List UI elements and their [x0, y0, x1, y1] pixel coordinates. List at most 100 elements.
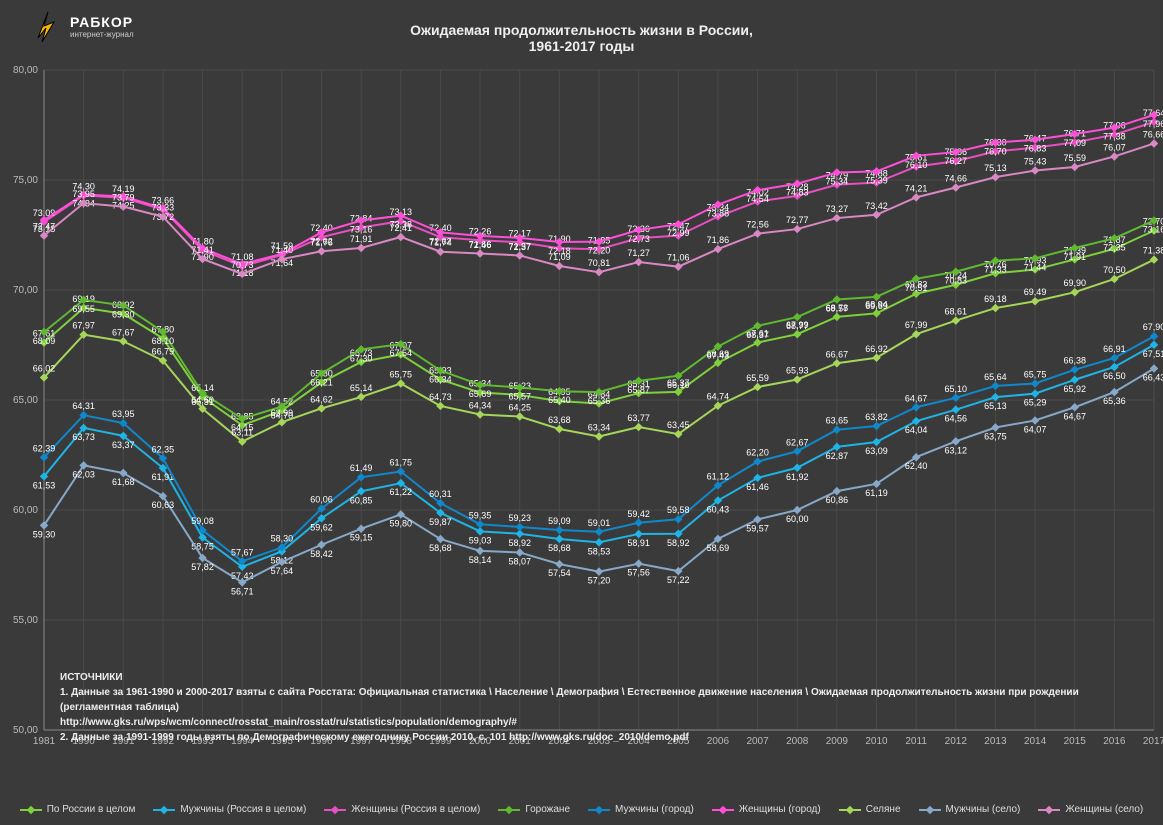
- svg-text:67,67: 67,67: [112, 327, 135, 337]
- legend-item: Женщины (село): [1038, 804, 1143, 815]
- svg-text:62,03: 62,03: [72, 469, 95, 479]
- svg-text:59,57: 59,57: [746, 523, 769, 533]
- legend-item: По России в целом: [20, 804, 136, 815]
- svg-text:74,66: 74,66: [945, 173, 968, 183]
- svg-text:73,95: 73,95: [72, 189, 95, 199]
- svg-text:72,35: 72,35: [1103, 242, 1126, 252]
- svg-text:59,08: 59,08: [191, 516, 214, 526]
- svg-text:57,56: 57,56: [627, 568, 650, 578]
- svg-text:59,01: 59,01: [588, 518, 611, 528]
- svg-text:66,67: 66,67: [826, 349, 849, 359]
- svg-text:65,59: 65,59: [746, 373, 769, 383]
- svg-text:59,23: 59,23: [508, 513, 531, 523]
- svg-text:77,38: 77,38: [1103, 132, 1126, 142]
- svg-text:59,42: 59,42: [627, 509, 650, 519]
- svg-text:72,77: 72,77: [786, 215, 809, 225]
- svg-text:73,27: 73,27: [826, 204, 849, 214]
- svg-text:70,50: 70,50: [1103, 265, 1126, 275]
- svg-text:58,68: 58,68: [548, 543, 571, 553]
- svg-text:61,68: 61,68: [112, 477, 135, 487]
- legend-item: Селяне: [839, 804, 901, 815]
- svg-text:67,30: 67,30: [350, 353, 373, 363]
- svg-text:63,37: 63,37: [112, 440, 135, 450]
- legend-swatch: [20, 809, 42, 811]
- svg-text:59,09: 59,09: [548, 516, 571, 526]
- svg-text:67,43: 67,43: [707, 351, 730, 361]
- svg-text:75,00: 75,00: [13, 175, 38, 186]
- svg-text:63,75: 63,75: [984, 432, 1007, 442]
- svg-text:62,20: 62,20: [746, 448, 769, 458]
- legend-swatch: [324, 809, 346, 811]
- svg-text:65,57: 65,57: [508, 391, 531, 401]
- svg-text:64,34: 64,34: [469, 401, 492, 411]
- svg-text:65,14: 65,14: [350, 383, 373, 393]
- svg-text:68,37: 68,37: [746, 330, 769, 340]
- svg-text:58,69: 58,69: [707, 543, 730, 553]
- svg-text:61,53: 61,53: [33, 480, 56, 490]
- svg-text:66,43: 66,43: [1143, 373, 1163, 383]
- svg-text:64,31: 64,31: [72, 401, 95, 411]
- svg-text:65,36: 65,36: [1103, 396, 1126, 406]
- svg-text:61,46: 61,46: [746, 482, 769, 492]
- sources-line: http://www.gks.ru/wps/wcm/connect/rossta…: [60, 715, 1120, 730]
- svg-text:71,91: 71,91: [350, 234, 373, 244]
- chart-container: РАБКОР интернет-журнал Ожидаемая продолж…: [0, 0, 1163, 825]
- svg-text:66,91: 66,91: [1103, 344, 1126, 354]
- sources-line: 2. Данные за 1991-1999 годы взяты по Дем…: [60, 730, 1120, 745]
- legend-item: Женщины (город): [712, 804, 821, 815]
- svg-text:60,06: 60,06: [310, 495, 333, 505]
- svg-text:65,10: 65,10: [945, 384, 968, 394]
- svg-text:76,70: 76,70: [984, 147, 1007, 157]
- svg-text:72,56: 72,56: [746, 220, 769, 230]
- svg-text:64,73: 64,73: [429, 392, 452, 402]
- svg-text:61,22: 61,22: [390, 487, 413, 497]
- legend-swatch: [1038, 809, 1060, 811]
- svg-text:71,40: 71,40: [271, 245, 294, 255]
- legend-item: Горожане: [498, 804, 570, 815]
- svg-text:77,09: 77,09: [1063, 138, 1086, 148]
- svg-text:64,74: 64,74: [707, 392, 730, 402]
- legend-swatch: [498, 809, 520, 811]
- svg-text:59,62: 59,62: [310, 522, 333, 532]
- legend-label: Женщины (Россия в целом): [351, 804, 480, 815]
- svg-text:59,80: 59,80: [390, 518, 413, 528]
- svg-text:68,61: 68,61: [945, 307, 968, 317]
- svg-text:69,57: 69,57: [826, 303, 849, 313]
- svg-text:65,13: 65,13: [984, 401, 1007, 411]
- svg-text:71,09: 71,09: [548, 252, 571, 262]
- svg-text:67,99: 67,99: [905, 320, 928, 330]
- legend-label: По России в целом: [47, 804, 136, 815]
- svg-text:67,97: 67,97: [72, 321, 95, 331]
- svg-text:62,67: 62,67: [786, 437, 809, 447]
- svg-text:75,39: 75,39: [865, 175, 888, 185]
- sources-line: 1. Данные за 1961-1990 и 2000-2017 взяты…: [60, 685, 1120, 715]
- legend-label: Мужчины (Россия в целом): [180, 804, 306, 815]
- svg-text:70,51: 70,51: [905, 283, 928, 293]
- svg-text:71,41: 71,41: [191, 245, 214, 255]
- svg-text:75,34: 75,34: [826, 177, 849, 187]
- svg-text:70,81: 70,81: [588, 258, 611, 268]
- svg-text:60,86: 60,86: [826, 495, 849, 505]
- svg-text:57,64: 57,64: [271, 566, 294, 576]
- legend-swatch: [712, 809, 734, 811]
- svg-text:64,25: 64,25: [508, 403, 531, 413]
- svg-text:60,63: 60,63: [152, 500, 175, 510]
- svg-text:66,21: 66,21: [310, 377, 333, 387]
- legend-label: Женщины (город): [739, 804, 821, 815]
- svg-text:71,66: 71,66: [469, 239, 492, 249]
- svg-text:69,49: 69,49: [1024, 287, 1047, 297]
- svg-text:63,77: 63,77: [627, 413, 650, 423]
- svg-text:63,65: 63,65: [826, 416, 849, 426]
- svg-text:66,02: 66,02: [33, 364, 56, 374]
- svg-text:58,92: 58,92: [667, 538, 690, 548]
- svg-text:71,91: 71,91: [1063, 252, 1086, 262]
- svg-text:71,74: 71,74: [429, 238, 452, 248]
- svg-text:65,93: 65,93: [786, 366, 809, 376]
- svg-text:74,54: 74,54: [746, 194, 769, 204]
- svg-text:69,18: 69,18: [984, 294, 1007, 304]
- svg-text:58,53: 58,53: [588, 546, 611, 556]
- svg-text:65,75: 65,75: [1024, 370, 1047, 380]
- svg-text:63,45: 63,45: [667, 420, 690, 430]
- svg-text:75,59: 75,59: [1063, 153, 1086, 163]
- svg-text:58,92: 58,92: [508, 538, 531, 548]
